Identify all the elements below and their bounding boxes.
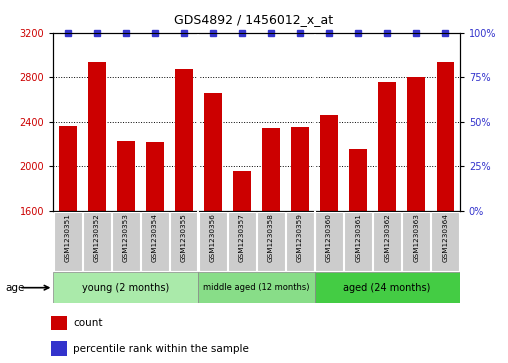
Text: young (2 months): young (2 months) — [82, 283, 170, 293]
Text: GSM1230354: GSM1230354 — [152, 213, 158, 262]
Text: GSM1230357: GSM1230357 — [239, 213, 245, 262]
Text: age: age — [5, 283, 24, 293]
FancyBboxPatch shape — [314, 272, 460, 303]
Text: GSM1230351: GSM1230351 — [65, 213, 71, 262]
Bar — [262, 128, 280, 211]
FancyBboxPatch shape — [199, 272, 314, 303]
Text: GSM1230355: GSM1230355 — [181, 213, 187, 262]
Text: GSM1230353: GSM1230353 — [123, 213, 129, 262]
FancyBboxPatch shape — [54, 212, 82, 271]
Bar — [233, 171, 251, 211]
FancyBboxPatch shape — [431, 212, 459, 271]
Bar — [51, 316, 67, 330]
Bar — [88, 62, 106, 211]
FancyBboxPatch shape — [257, 212, 285, 271]
Bar — [407, 77, 425, 211]
FancyBboxPatch shape — [199, 212, 227, 271]
Bar — [436, 62, 454, 211]
Bar — [51, 342, 67, 356]
FancyBboxPatch shape — [83, 212, 111, 271]
FancyBboxPatch shape — [402, 212, 430, 271]
FancyBboxPatch shape — [170, 212, 198, 271]
FancyBboxPatch shape — [286, 212, 314, 271]
Text: GSM1230356: GSM1230356 — [210, 213, 216, 262]
Bar — [146, 142, 164, 211]
Text: GSM1230362: GSM1230362 — [384, 213, 390, 262]
Text: middle aged (12 months): middle aged (12 months) — [203, 283, 310, 292]
FancyBboxPatch shape — [315, 212, 343, 271]
Text: GSM1230364: GSM1230364 — [442, 213, 448, 262]
Text: GSM1230361: GSM1230361 — [355, 213, 361, 262]
Text: percentile rank within the sample: percentile rank within the sample — [73, 343, 249, 354]
FancyBboxPatch shape — [141, 212, 169, 271]
Bar — [204, 93, 221, 211]
Bar — [59, 126, 77, 211]
Text: GSM1230360: GSM1230360 — [326, 213, 332, 262]
Bar — [292, 127, 309, 211]
Text: GSM1230363: GSM1230363 — [413, 213, 419, 262]
FancyBboxPatch shape — [53, 272, 199, 303]
FancyBboxPatch shape — [373, 212, 401, 271]
Bar — [321, 115, 338, 211]
FancyBboxPatch shape — [344, 212, 372, 271]
Bar — [350, 150, 367, 211]
FancyBboxPatch shape — [228, 212, 256, 271]
Bar — [175, 69, 193, 211]
Text: GDS4892 / 1456012_x_at: GDS4892 / 1456012_x_at — [174, 13, 334, 26]
Text: aged (24 months): aged (24 months) — [343, 283, 431, 293]
Text: count: count — [73, 318, 103, 328]
Text: GSM1230352: GSM1230352 — [94, 213, 100, 262]
Text: GSM1230358: GSM1230358 — [268, 213, 274, 262]
FancyBboxPatch shape — [112, 212, 140, 271]
Bar — [117, 140, 135, 211]
Text: GSM1230359: GSM1230359 — [297, 213, 303, 262]
Bar — [378, 82, 396, 211]
